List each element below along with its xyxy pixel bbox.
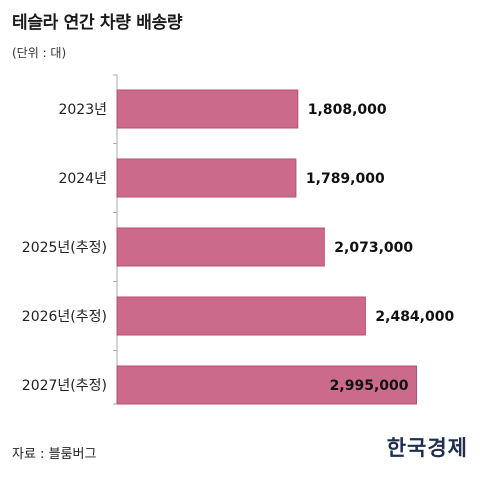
unit-label: (단위 : 대) xyxy=(12,46,67,60)
category-label: 2023년 xyxy=(58,102,107,118)
category-label: 2024년 xyxy=(58,171,107,187)
value-label: 2,073,000 xyxy=(334,240,413,256)
bar xyxy=(116,296,366,336)
bar xyxy=(116,365,417,405)
value-label: 2,995,000 xyxy=(330,378,409,394)
category-label: 2026년(추정) xyxy=(22,309,107,325)
source-label: 자료 : 블룸버그 xyxy=(12,447,97,462)
chart-title: 테슬라 연간 차량 배송량 xyxy=(12,13,183,33)
category-label: 2025년(추정) xyxy=(22,240,107,256)
category-label: 2027년(추정) xyxy=(22,378,107,394)
publisher-logo: 한국경제 xyxy=(386,435,468,460)
value-label: 1,808,000 xyxy=(308,102,387,118)
value-label: 1,789,000 xyxy=(306,171,385,187)
bar xyxy=(116,227,325,267)
value-label: 2,484,000 xyxy=(375,309,454,325)
bar xyxy=(116,158,297,198)
bar xyxy=(116,89,299,129)
